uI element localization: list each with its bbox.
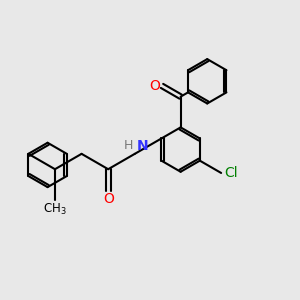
Text: CH$_3$: CH$_3$: [43, 202, 67, 217]
Text: O: O: [103, 192, 114, 206]
Text: N: N: [137, 139, 148, 153]
Text: O: O: [149, 79, 160, 93]
Text: H: H: [123, 139, 133, 152]
Text: Cl: Cl: [224, 166, 238, 180]
